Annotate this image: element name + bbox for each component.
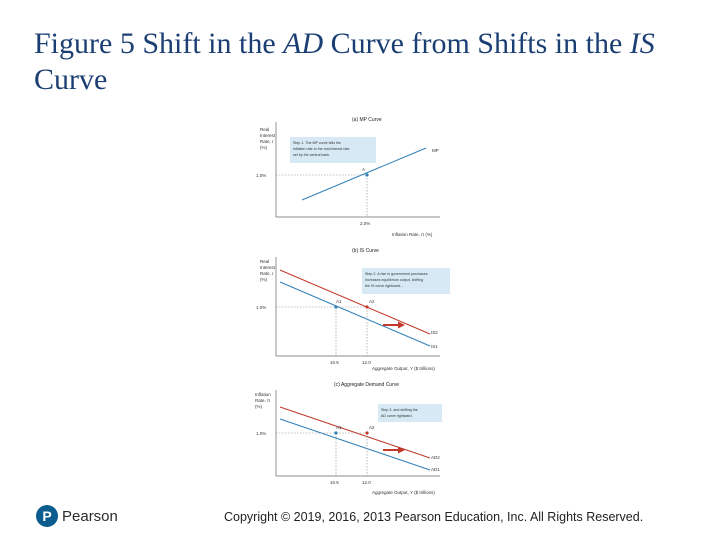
panel-c-step-1: Step 3. and shifting the [381, 408, 418, 412]
panel-a-point-label: A [362, 167, 365, 172]
panel-b-is2-label: IS2 [431, 330, 438, 335]
panel-b-heading: (b) IS Curve [352, 248, 379, 254]
panel-c-heading: (c) Aggregate Demand Curve [334, 382, 399, 388]
panel-a-ylabel-4: (%) [260, 145, 267, 150]
panel-b-point-a1 [334, 305, 338, 309]
pearson-logo: P Pearson [36, 505, 118, 527]
panel-c-x-tick-2: 12.0 [362, 480, 371, 485]
panel-a-x-label: Inflation Rate, π (%) [392, 232, 433, 237]
panel-c-x-tick-1: 10.5 [330, 480, 339, 485]
panel-b-point-a2 [365, 305, 369, 309]
logo-text: Pearson [62, 507, 118, 525]
panel-b-ylabel-3: Rate, r [260, 271, 274, 276]
panel-a-step-1: Step 1. The MP curve tells the [293, 141, 341, 145]
panel-b-y-tick: 1.0% [256, 305, 266, 310]
panel-c-ad1-label: AD1 [431, 467, 440, 472]
title-text-2: Curve from Shifts in the [323, 27, 630, 60]
panel-c-ad-curve: (c) Aggregate Demand Curve Inflation Rat… [255, 382, 442, 495]
panel-b-x-label: Aggregate Output, Y ($ trillions) [372, 366, 435, 371]
panel-b-step-3: the IS curve rightward... [365, 284, 403, 288]
panel-c-ylabel-2: Rate, π [255, 398, 270, 403]
panel-c-ylabel-1: Inflation [255, 392, 271, 397]
panel-b-x-tick-1: 10.5 [330, 360, 339, 365]
panel-c-point-a1 [334, 431, 338, 435]
panel-a-x-tick: 2.0% [360, 221, 370, 226]
panel-a-mp-line [301, 147, 427, 201]
panel-c-point-a2 [365, 431, 369, 435]
panel-b-point-a1-label: A1 [336, 299, 342, 304]
panel-b-ylabel-4: (%) [260, 277, 267, 282]
panel-c-shift-arrow [383, 446, 405, 454]
panel-b-point-a2-label: A2 [369, 299, 375, 304]
panel-a-point [365, 173, 369, 177]
panel-b-step-2: increases equilibrium output, shifting [365, 278, 423, 282]
pearson-p-icon: P [36, 505, 58, 527]
panel-b-callout [362, 268, 450, 294]
title-is-italic: IS [629, 27, 655, 60]
panel-c-x-label: Aggregate Output, Y ($ trillions) [372, 490, 435, 495]
copyright-footer: Copyright © 2019, 2016, 2013 Pearson Edu… [224, 510, 644, 524]
panel-b-x-tick-2: 12.0 [362, 360, 371, 365]
panel-a-step-3: set by the central bank. [293, 153, 330, 157]
title-text: Figure 5 Shift in the [34, 27, 284, 60]
panel-a-ylabel-1: Real [260, 127, 269, 132]
panel-a-mp-curve: (a) MP Curve Real Interest Rate, r (%) S… [256, 117, 440, 237]
figure-panels: (a) MP Curve Real Interest Rate, r (%) S… [255, 117, 450, 495]
panel-b-shift-arrow [383, 321, 405, 329]
panel-b-is1-line [279, 281, 431, 347]
panel-a-step-2: inflation rate to the real interest rate [293, 147, 350, 151]
panel-c-point-a1-label: A1 [336, 425, 342, 430]
panel-b-ylabel-1: Real [260, 259, 269, 264]
panel-c-ylabel-3: (%) [255, 404, 262, 409]
panel-b-is1-label: IS1 [431, 344, 438, 349]
panel-a-callout [290, 137, 376, 163]
panel-c-ad2-line [279, 406, 431, 459]
panel-c-y-tick: 1.0% [256, 431, 266, 436]
panel-a-ylabel-3: Rate, r [260, 139, 274, 144]
panel-c-callout [378, 404, 442, 422]
title-text-3: Curve [34, 63, 108, 96]
panel-b-step-1: Step 2. A rise in government purchases [365, 272, 428, 276]
panel-a-y-tick: 1.0% [256, 173, 266, 178]
panel-c-step-2: AD curve rightward. [381, 414, 413, 418]
panel-c-point-a2-label: A2 [369, 425, 375, 430]
slide-title: Figure 5 Shift in the AD Curve from Shif… [34, 26, 694, 98]
panel-a-ylabel-2: Interest [260, 133, 276, 138]
panel-a-curve-label: MP [432, 148, 439, 153]
panel-c-ad1-line [279, 418, 431, 471]
title-ad-italic: AD [283, 27, 324, 60]
panel-c-ad2-label: AD2 [431, 455, 440, 460]
panel-b-ylabel-2: Interest [260, 265, 276, 270]
panel-a-heading: (a) MP Curve [352, 117, 382, 123]
panel-b-is-curve: (b) IS Curve Real Interest Rate, r (%) S… [256, 248, 450, 371]
panel-b-is2-line [279, 269, 431, 335]
